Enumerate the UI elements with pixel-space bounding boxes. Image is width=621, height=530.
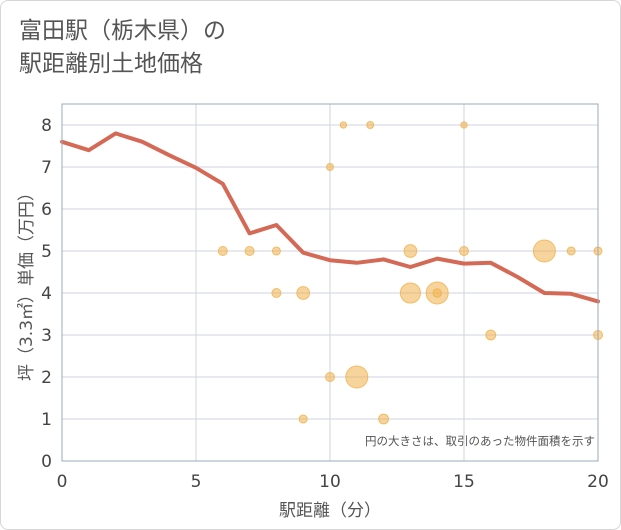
bubble-point	[459, 246, 469, 256]
bubble-point	[271, 246, 281, 256]
x-tick-label: 5	[191, 472, 202, 492]
average-price-line	[60, 131, 600, 304]
y-tick-label: 4	[41, 284, 52, 304]
y-tick-label: 7	[41, 158, 52, 178]
bubble-point	[244, 246, 255, 256]
bubble-point	[460, 121, 468, 129]
plot-border	[61, 103, 599, 462]
bubble-point	[326, 163, 334, 171]
axes: 0 5 10 15 20 0 1 2 3 4 5 6 7 8	[41, 103, 609, 492]
bubble-point	[296, 286, 311, 300]
x-tick-label: 10	[319, 472, 341, 492]
x-axis-label: 駅距離（分）	[279, 501, 381, 521]
bubble-point	[432, 288, 442, 298]
bubble-point	[399, 282, 421, 304]
bubble-point	[345, 365, 369, 389]
bubble-point	[298, 414, 308, 424]
bubble-point	[532, 239, 556, 263]
x-tick-label: 0	[57, 472, 68, 492]
y-tick-label: 8	[41, 116, 52, 136]
bubble-point	[325, 372, 335, 382]
x-tick-label: 15	[453, 472, 475, 492]
bubble-point	[403, 244, 418, 258]
trend-line	[60, 131, 600, 304]
bubble-point	[366, 121, 375, 129]
grid	[61, 104, 599, 462]
y-tick-label: 0	[41, 452, 52, 472]
bubble-point	[339, 121, 348, 129]
y-tick-label: 6	[41, 200, 52, 220]
bubble-point	[566, 246, 576, 256]
bubble-point	[217, 246, 228, 256]
y-axis-label: 坪（3.3㎡）単価（万円）	[17, 184, 37, 381]
chart-title: 富田駅（栃木県）の 駅距離別土地価格	[19, 15, 226, 81]
y-tick-label: 5	[41, 242, 52, 262]
y-tick-label: 1	[41, 410, 52, 430]
bubble-size-note: 円の大きさは、取引のあった物件面積を示す	[365, 434, 595, 448]
chart-title-line1: 富田駅（栃木県）の	[19, 18, 226, 44]
bubble-point	[271, 288, 282, 298]
bubble-point	[485, 329, 497, 341]
y-tick-label: 3	[41, 326, 52, 346]
chart-title-line2: 駅距離別土地価格	[19, 51, 203, 77]
bubble-point	[378, 413, 390, 425]
bubble-series	[217, 121, 603, 425]
x-tick-label: 20	[587, 472, 609, 492]
y-tick-label: 2	[41, 368, 52, 388]
